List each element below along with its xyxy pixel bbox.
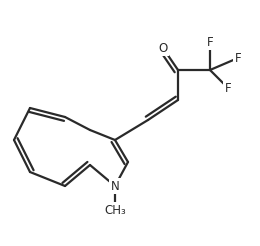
Text: N: N [110,180,119,193]
Text: F: F [207,35,213,48]
Text: O: O [158,42,168,55]
Text: CH₃: CH₃ [104,203,126,216]
Text: F: F [235,51,241,64]
Text: F: F [225,81,231,94]
